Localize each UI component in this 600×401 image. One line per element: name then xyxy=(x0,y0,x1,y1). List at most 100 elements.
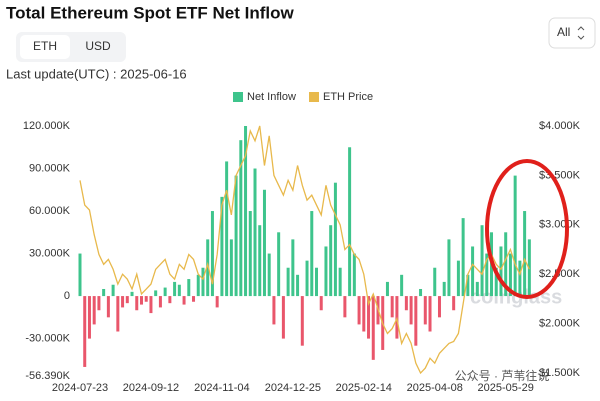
bar xyxy=(404,296,408,311)
bar xyxy=(480,225,484,297)
y-tick-label: -30.000K xyxy=(25,333,70,345)
bar xyxy=(348,147,352,297)
bar xyxy=(83,296,87,367)
toggle-usd[interactable]: USD xyxy=(85,39,111,53)
bar xyxy=(168,296,172,304)
bar xyxy=(248,211,252,297)
bar xyxy=(244,126,248,297)
bar xyxy=(225,161,229,297)
bar xyxy=(291,239,295,297)
x-tick-label: 2024-07-23 xyxy=(52,382,108,394)
bar xyxy=(343,296,347,318)
highlight-ellipse xyxy=(485,159,569,299)
bar xyxy=(272,296,276,325)
bar xyxy=(371,296,375,360)
bar xyxy=(187,279,191,297)
y2-tick-label: $4.000K xyxy=(539,120,581,132)
bar xyxy=(182,296,186,305)
x-tick-label: 2025-04-08 xyxy=(407,382,463,394)
bar xyxy=(333,182,337,297)
bar xyxy=(139,296,143,305)
bar xyxy=(513,175,517,297)
toggle-active[interactable] xyxy=(20,35,70,59)
bar xyxy=(447,239,451,297)
y-tick-label: 30.000K xyxy=(29,247,71,259)
bar xyxy=(428,296,432,332)
bar xyxy=(92,296,96,325)
bar xyxy=(210,211,214,297)
y2-tick-label: $1.500K xyxy=(539,367,581,379)
bar xyxy=(508,253,512,297)
y2-tick-label: $2.000K xyxy=(539,318,581,330)
bar xyxy=(324,246,328,297)
bar xyxy=(357,296,361,325)
bar xyxy=(475,281,479,297)
bar xyxy=(87,296,91,339)
bar xyxy=(527,239,531,297)
bar xyxy=(106,296,110,318)
bar xyxy=(281,296,285,339)
bar xyxy=(296,274,300,297)
select-arrows xyxy=(577,26,585,40)
bar xyxy=(523,211,527,297)
last-update: Last update(UTC) : 2025-06-16 xyxy=(6,66,187,81)
bar xyxy=(154,290,158,297)
bar xyxy=(329,225,333,297)
bar xyxy=(456,260,460,297)
bar xyxy=(102,288,106,297)
bar xyxy=(196,274,200,297)
bar xyxy=(130,291,134,297)
bar xyxy=(315,267,318,297)
legend-swatch xyxy=(233,92,243,102)
x-tick-label: 2024-09-12 xyxy=(123,382,179,394)
bar xyxy=(414,296,418,346)
bar xyxy=(352,253,356,297)
x-tick-label: 2025-02-14 xyxy=(336,382,392,394)
bar xyxy=(409,296,413,325)
y-tick-label: 0 xyxy=(64,290,70,302)
title: Total Ethereum Spot ETF Net Inflow xyxy=(6,3,295,22)
y2-tick-label: $3.000K xyxy=(539,219,581,231)
bar xyxy=(262,189,266,297)
toggle-eth[interactable]: ETH xyxy=(33,39,57,53)
bar xyxy=(385,281,389,297)
bar xyxy=(220,196,224,297)
x-tick-label: 2024-12-25 xyxy=(265,382,321,394)
bar xyxy=(163,287,167,297)
watermark: 公众号 · 芦苇往说 xyxy=(455,368,550,383)
bar xyxy=(177,284,181,297)
bar xyxy=(433,267,437,297)
range-select[interactable] xyxy=(548,17,596,49)
bar xyxy=(192,296,196,302)
bar xyxy=(300,296,304,346)
bar xyxy=(277,232,281,297)
legend-label: ETH Price xyxy=(323,91,373,103)
y-tick-label: 90.000K xyxy=(29,162,71,174)
bar xyxy=(400,274,404,297)
bar xyxy=(234,175,238,297)
y-tick-label: 60.000K xyxy=(29,205,71,217)
bar xyxy=(310,211,314,297)
bar xyxy=(206,239,210,297)
y-tick-label: 120.000K xyxy=(23,120,71,132)
bar xyxy=(499,246,503,297)
bar xyxy=(116,296,120,332)
bar xyxy=(286,267,290,297)
bar xyxy=(442,281,446,297)
bar xyxy=(390,296,394,318)
bar xyxy=(78,253,82,297)
bar xyxy=(135,296,139,311)
bar xyxy=(471,246,475,297)
bar xyxy=(267,253,271,297)
bar xyxy=(229,239,233,297)
range-label[interactable]: All xyxy=(557,25,570,39)
bar xyxy=(437,296,441,318)
bar xyxy=(338,267,342,297)
bar xyxy=(201,267,205,297)
bar xyxy=(367,296,371,339)
bar xyxy=(121,296,125,308)
y-tick-label: -56.390K xyxy=(25,370,70,382)
legend-swatch xyxy=(309,92,319,102)
